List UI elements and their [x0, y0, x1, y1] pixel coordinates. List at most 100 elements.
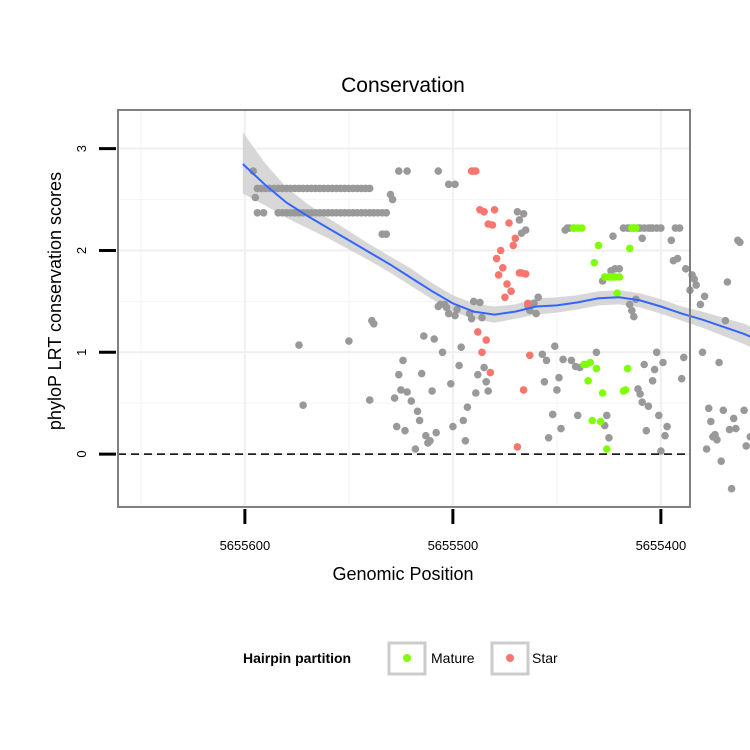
point-other [746, 433, 750, 441]
point-other [461, 437, 470, 445]
point-mature [615, 273, 624, 281]
point-other [365, 396, 374, 404]
point-other [657, 447, 665, 455]
point-other [430, 335, 439, 343]
point-other [382, 230, 391, 238]
point-other [704, 404, 713, 413]
point-other [555, 373, 563, 382]
point-star [480, 208, 488, 216]
point-other [457, 343, 466, 352]
point-other [434, 167, 443, 175]
point-other [345, 337, 353, 345]
point-star [490, 206, 499, 214]
point-mature [584, 377, 592, 385]
point-other [478, 313, 486, 322]
legend-marker-star [506, 654, 514, 662]
point-other [455, 361, 463, 370]
point-mature [590, 258, 599, 267]
point-other [553, 386, 561, 394]
point-mature [596, 417, 605, 426]
point-other [472, 389, 480, 397]
point-other [390, 394, 399, 402]
point-other [420, 332, 428, 340]
point-other [365, 184, 374, 193]
point-other [680, 353, 688, 362]
point-mature [594, 241, 603, 250]
point-other [521, 226, 530, 234]
point-other [625, 300, 634, 309]
x-tick-label: 5655500 [428, 538, 479, 553]
point-mature [598, 389, 607, 397]
plot-panel [118, 110, 690, 507]
point-other [559, 355, 567, 364]
point-other [696, 300, 705, 309]
point-other [650, 365, 659, 374]
point-other [648, 377, 657, 385]
point-other [534, 293, 542, 302]
plot-border [117, 109, 691, 508]
point-other [449, 422, 457, 431]
point-other [538, 350, 547, 359]
point-other [253, 209, 262, 217]
legend-label-mature: Mature [431, 650, 475, 666]
point-mature [578, 224, 586, 232]
point-other [667, 236, 676, 245]
point-other [657, 224, 665, 232]
point-other [395, 370, 403, 379]
point-star [513, 443, 522, 451]
point-other [573, 411, 582, 420]
point-mature [603, 445, 611, 453]
point-star [519, 386, 528, 394]
smooth-confidence-ribbon [242, 132, 750, 347]
point-other [399, 356, 407, 365]
point-other [603, 411, 611, 420]
point-star [482, 336, 491, 344]
point-other [467, 314, 476, 323]
point-mature [632, 224, 640, 232]
point-star [496, 246, 505, 255]
point-other [638, 234, 646, 243]
point-star [511, 234, 520, 243]
point-other [513, 208, 522, 216]
point-other [540, 378, 549, 386]
smooth-trend-line [242, 163, 750, 338]
point-other [407, 397, 416, 405]
point-other [426, 437, 434, 445]
point-star [503, 280, 511, 288]
point-other [453, 305, 461, 314]
point-other [469, 297, 478, 306]
point-other [557, 424, 565, 433]
point-star [472, 167, 480, 175]
point-other [395, 167, 403, 175]
point-star [507, 287, 515, 296]
point-other [673, 254, 682, 263]
point-other [444, 180, 453, 189]
legend-label-star: Star [532, 650, 558, 666]
chart-title: Conservation [341, 74, 465, 97]
point-other [401, 426, 409, 435]
point-mature [586, 358, 594, 367]
point-other [392, 422, 401, 431]
point-other [717, 457, 725, 466]
point-star [494, 271, 503, 279]
point-other [411, 445, 420, 453]
point-other [463, 403, 472, 412]
point-mature [588, 416, 596, 425]
point-other [451, 311, 459, 320]
point-other [442, 303, 451, 312]
point-other [609, 232, 617, 240]
point-other [707, 417, 715, 426]
x-tick-label: 5655400 [636, 538, 687, 553]
point-other [740, 406, 748, 415]
point-other [702, 445, 711, 453]
point-other [299, 401, 307, 410]
point-other [655, 411, 663, 420]
x-tick-label: 5655600 [220, 538, 271, 553]
point-star [509, 241, 517, 250]
point-star [486, 368, 495, 377]
point-other [644, 402, 653, 411]
point-other [732, 424, 740, 433]
point-other [652, 348, 661, 357]
point-other [382, 209, 391, 217]
y-tick-label: 3 [74, 145, 89, 152]
